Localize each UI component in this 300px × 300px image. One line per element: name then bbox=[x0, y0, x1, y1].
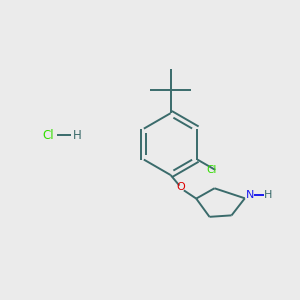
Text: Cl: Cl bbox=[43, 129, 54, 142]
Text: H: H bbox=[264, 190, 273, 200]
Text: Cl: Cl bbox=[206, 165, 217, 175]
Text: H: H bbox=[73, 129, 82, 142]
Text: O: O bbox=[176, 182, 185, 192]
Text: N: N bbox=[246, 190, 255, 200]
